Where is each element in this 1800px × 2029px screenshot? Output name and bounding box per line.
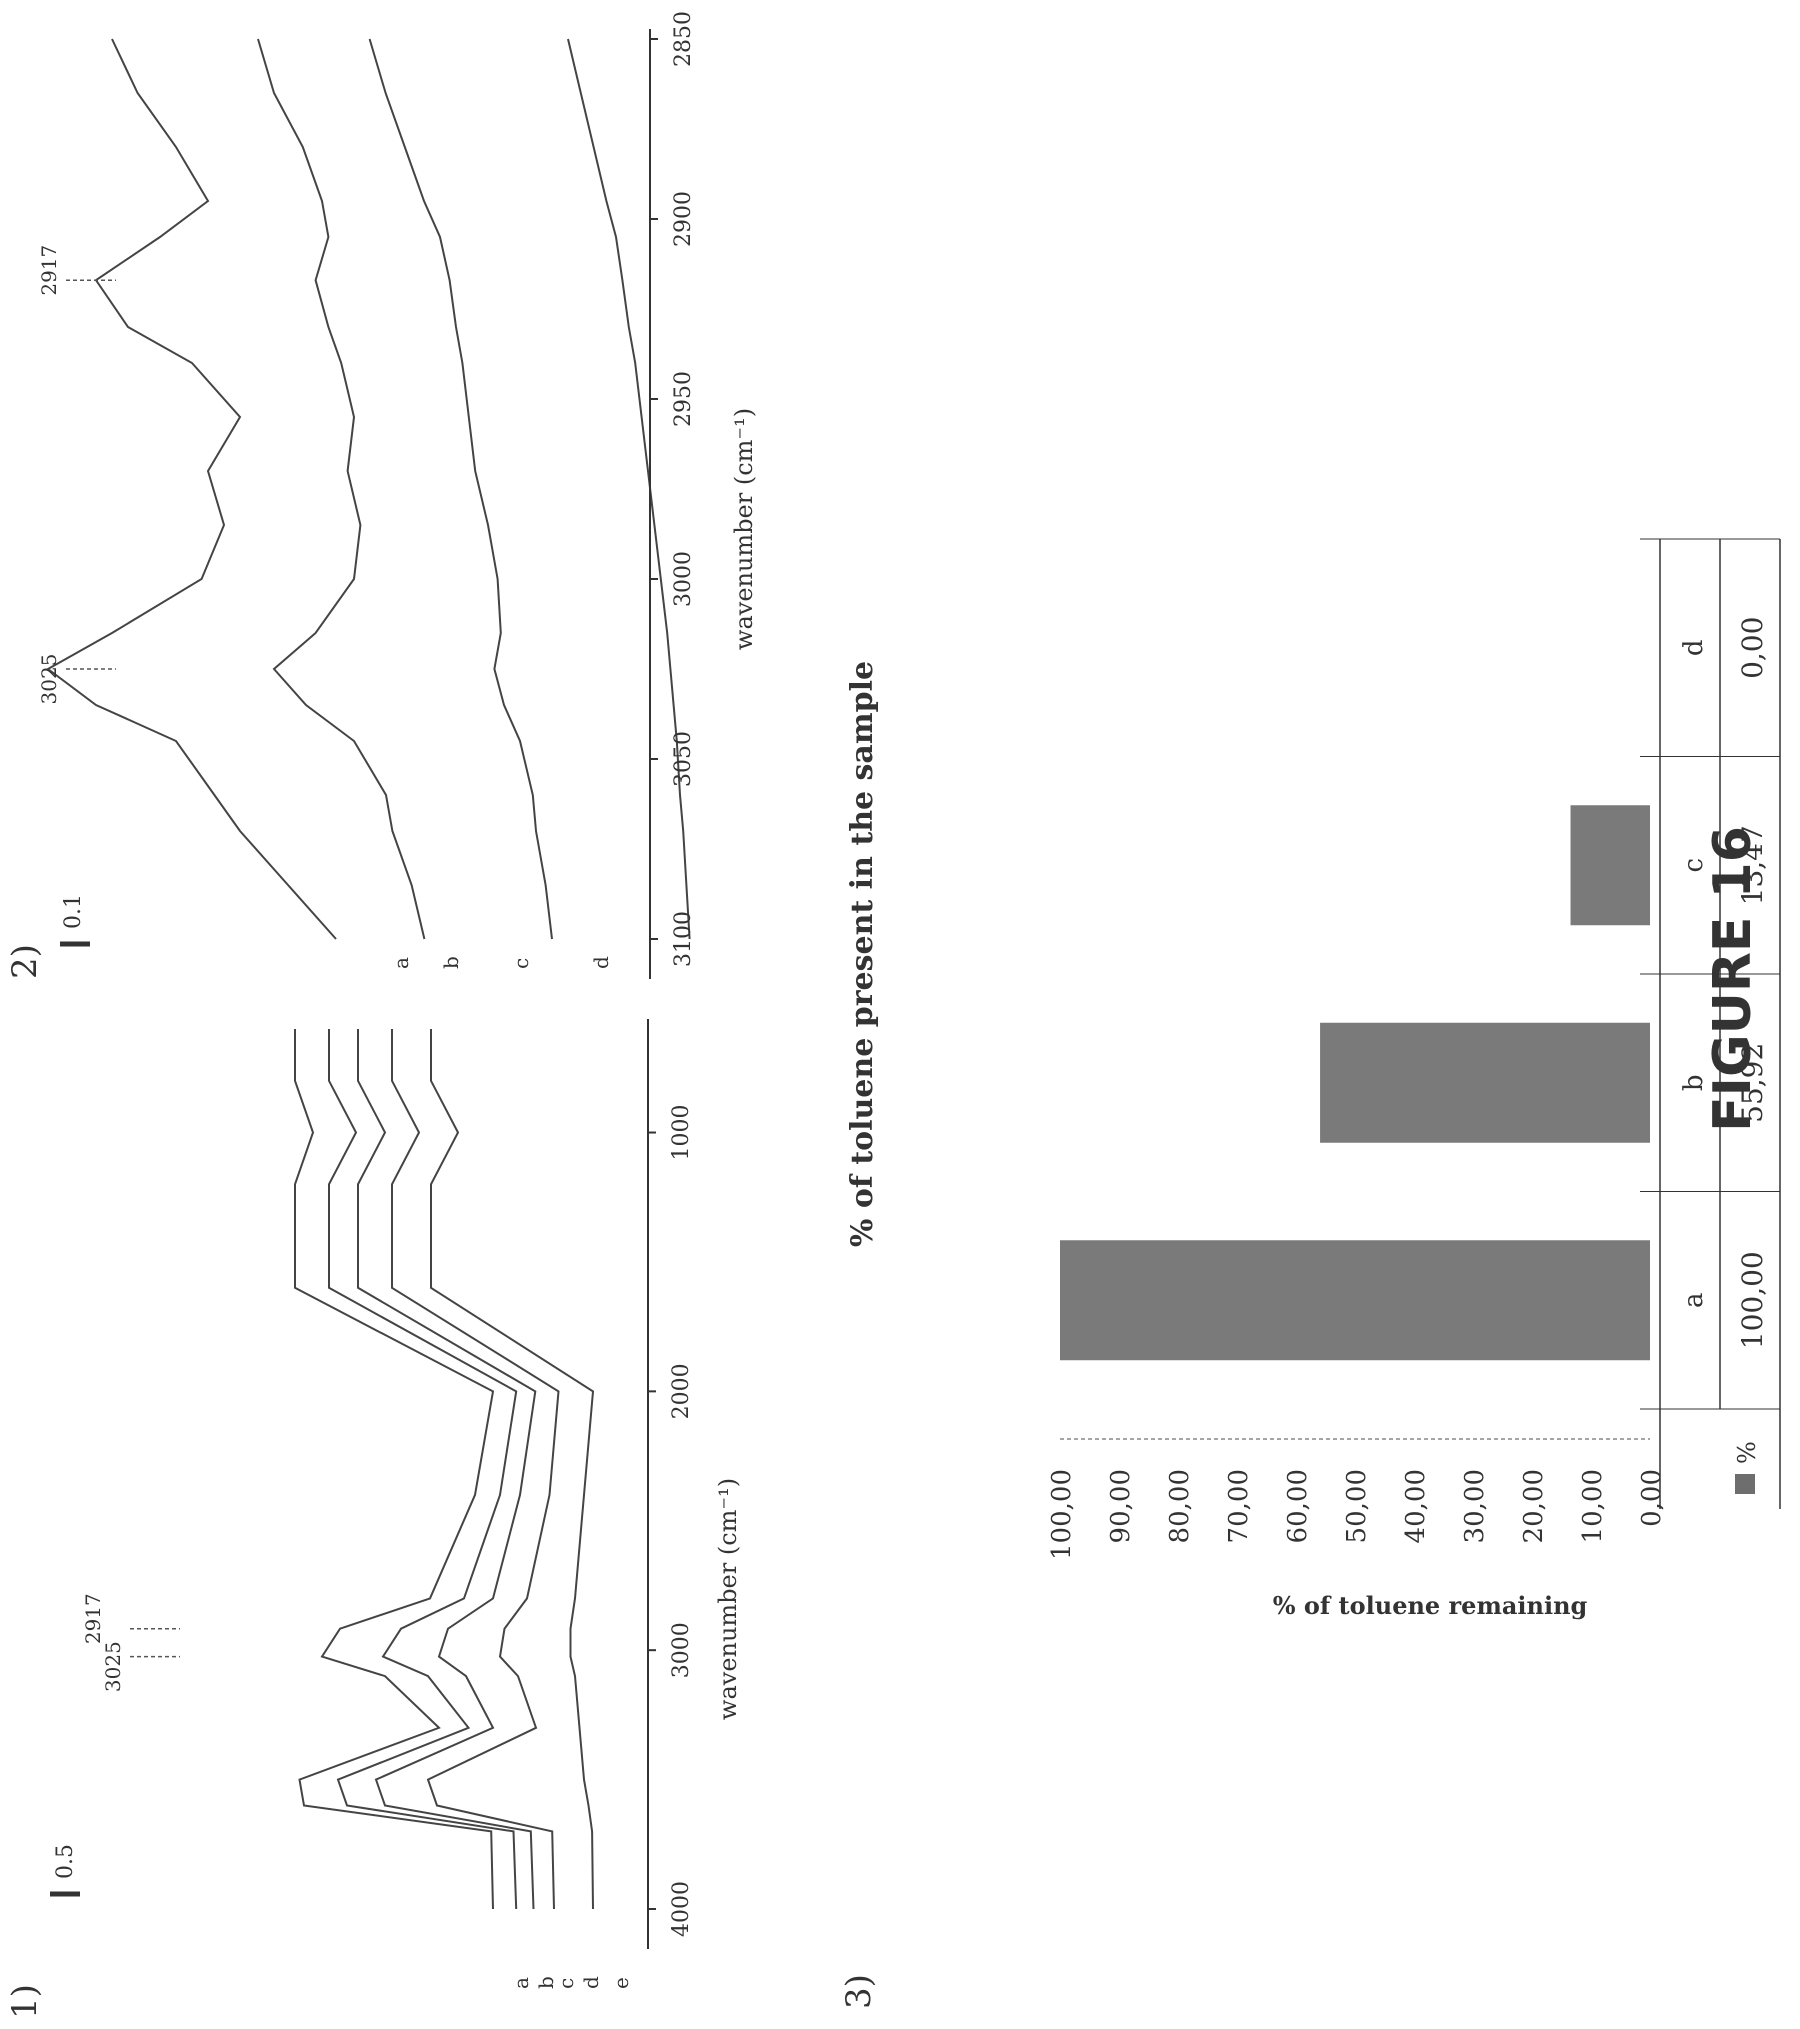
p2-x-tick-label: 2900 [671,191,696,247]
panel-3-value-label: 0,00 [1736,617,1769,679]
p2-series-label-a: a [389,957,413,969]
panel-3-bar-chart: % of toluene present in the sample % of … [845,538,1781,1620]
p2-series-c-line [368,38,553,940]
p2-x-tick-label: 3000 [671,551,696,607]
panel-3-y-tick-label: 50,00 [1342,1469,1372,1543]
p1-series-d-line [391,1029,560,1910]
p2-series-d-line [567,38,691,940]
panel-3-value-label: 55,92 [1736,1043,1769,1123]
panel-3-ylabel: % of toluene remaining [1273,1591,1588,1620]
p1-series-b-line [328,1029,518,1910]
panel-1-xlabel: wavenumber (cm⁻¹) [714,1478,742,1720]
panel-3-category-label: a [1679,1292,1709,1308]
p1-series-label-a: a [509,1977,533,1989]
p2-series-a-line [46,38,337,940]
panel-2-scale-bar-label: 0.1 [61,894,86,929]
panel-3-title: % of toluene present in the sample [845,661,880,1247]
panel-3-y-tick-label: 80,00 [1165,1469,1195,1543]
panel-3-y-tick-label: 40,00 [1401,1469,1431,1543]
p1-series-label-b: b [534,1976,558,1989]
panel-3-bar-a [1060,1240,1650,1361]
p2-annotation-label: 2917 [37,245,61,296]
panel-2-ir-spectrum-zoom: 0.1 a b c d 3025 2917 3100 3050 3000 2950 2900 28… [37,11,758,979]
panel-3-legend-swatch [1735,1474,1755,1494]
p2-x-tick-label: 3050 [671,731,696,787]
p1-series-label-d: d [579,1976,603,1989]
panel-1-scale-bar-label: 0.5 [53,1844,78,1879]
panel-3-y-tick-label: 30,00 [1460,1469,1490,1543]
p1-series-c-line [357,1029,537,1910]
panel-3-y-tick-label: 20,00 [1519,1469,1549,1543]
panel-label-1: 1) [5,1984,45,2019]
p1-series-label-e: e [609,1977,633,1989]
p1-x-tick-label: 2000 [669,1363,694,1419]
p2-series-b-line [257,38,426,940]
p2-series-label-c: c [509,958,533,969]
panel-2-xlabel: wavenumber (cm⁻¹) [730,408,758,650]
panel-3-value-label: 100,00 [1736,1251,1769,1349]
panel-3-value-label: 13,47 [1736,825,1769,905]
panel-3-category-label: c [1679,858,1709,873]
p1-x-tick-label: 1000 [669,1105,694,1161]
p1-x-tick-label: 4000 [669,1881,694,1937]
p2-x-tick-label: 2950 [671,371,696,427]
panel-3-bar-b [1320,1022,1651,1143]
panel-3-y-tick-label: 70,00 [1224,1469,1254,1543]
p2-series-label-d: d [589,956,613,969]
panel-3-y-tick-label: 10,00 [1578,1469,1608,1543]
p2-x-tick-label: 3100 [671,911,696,967]
panel-3-category-label: b [1679,1074,1709,1091]
panel-3-category-label: d [1679,639,1709,656]
p1-series-e-line [430,1029,595,1910]
panel-3-y-tick-label: 100,00 [1047,1469,1077,1560]
p1-x-tick-label: 3000 [669,1622,694,1678]
panel-3-legend-label: % [1733,1441,1761,1464]
p1-series-label-c: c [554,1978,578,1989]
p1-annotation-label: 3025 [101,1641,125,1692]
p2-series-label-b: b [439,956,463,969]
panel-3-y-tick-label: 0,00 [1637,1469,1667,1527]
panel-label-2: 2) [5,944,45,979]
panel-3-bar-c [1570,805,1650,926]
panel-3-y-tick-label: 60,00 [1283,1469,1313,1543]
p2-x-tick-label: 2850 [671,11,696,67]
p2-annotation-label: 3025 [37,654,61,705]
panel-3-y-tick-label: 90,00 [1106,1469,1136,1543]
p1-annotation-label: 2917 [81,1593,105,1644]
p1-series-a-line [294,1029,495,1910]
figure-caption: FIGURE 16 [1703,826,1763,1132]
panel-label-3: 3) [839,1974,879,2009]
